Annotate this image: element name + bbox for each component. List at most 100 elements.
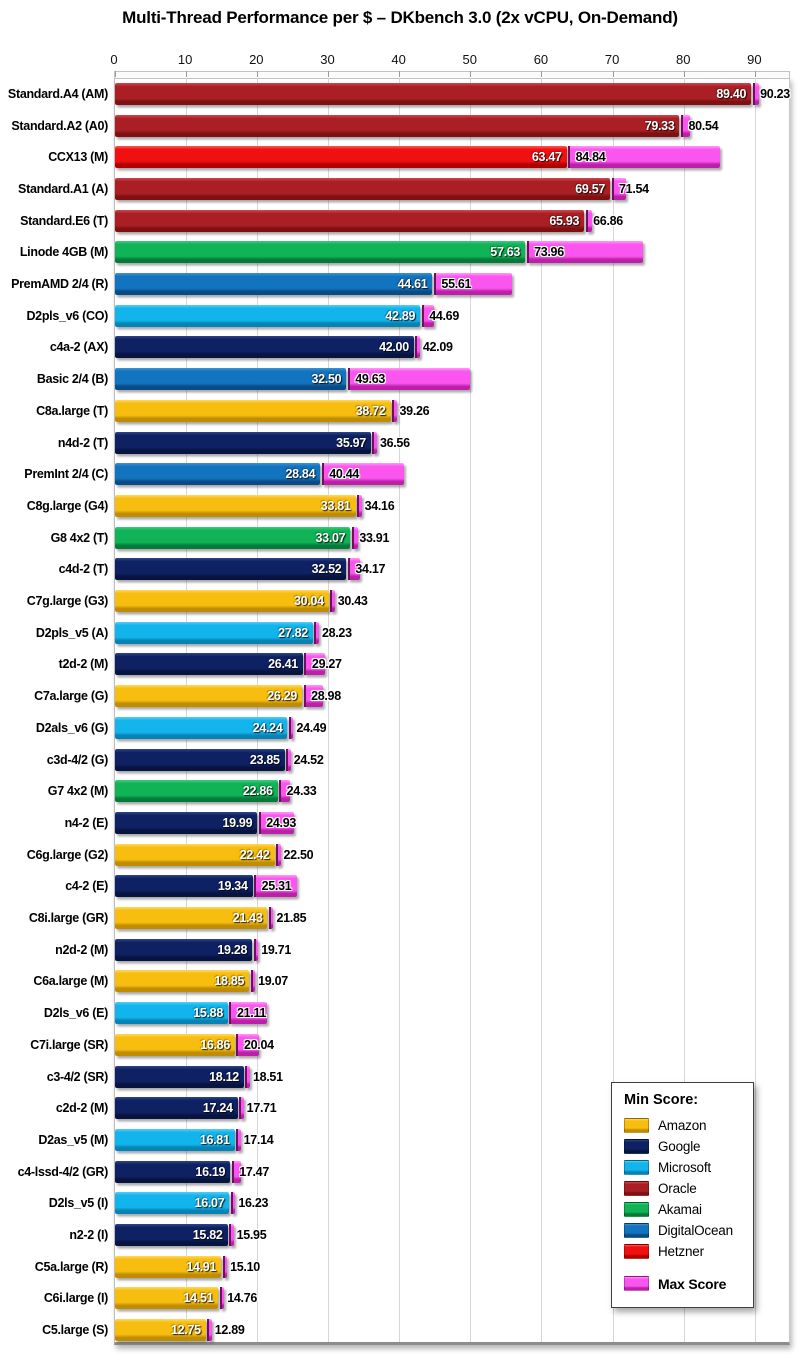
min-value-label: 63.47	[531, 150, 562, 165]
axis-tick-label: 60	[533, 52, 549, 67]
category-label: D2as_v5 (M)	[38, 1132, 108, 1147]
category-label: n2-2 (I)	[69, 1228, 108, 1243]
min-bar: 14.91	[115, 1255, 222, 1278]
min-value-label: 69.57	[575, 181, 606, 196]
max-bar	[239, 1097, 244, 1120]
max-bar	[526, 241, 643, 264]
max-value-label: 21.85	[276, 911, 307, 926]
category-label: C8a.large (T)	[36, 403, 108, 418]
min-value-label: 33.07	[315, 530, 346, 545]
min-value-label: 21.43	[232, 911, 263, 926]
min-bar: 89.40	[115, 82, 752, 105]
min-bar: 18.12	[115, 1065, 244, 1088]
min-value-label: 22.86	[242, 784, 273, 799]
legend-item-hetzner: Hetzner	[624, 1241, 743, 1262]
max-value-label: 49.63	[355, 372, 386, 387]
max-value-label: 24.49	[296, 720, 327, 735]
max-bar	[207, 1319, 212, 1342]
chart-title: Multi-Thread Performance per $ – DKbench…	[122, 8, 678, 27]
min-value-label: 33.81	[320, 498, 351, 513]
min-value-label: 22.42	[239, 847, 270, 862]
max-value-label: 40.44	[329, 467, 359, 482]
category-label: D2pls_v6 (CO)	[26, 308, 108, 323]
gridline	[327, 78, 329, 1342]
min-value-label: 17.24	[202, 1101, 233, 1116]
max-bar	[245, 1065, 250, 1088]
gridline	[256, 78, 258, 1342]
max-value-label: 20.04	[243, 1037, 274, 1052]
min-value-label: 16.81	[199, 1132, 230, 1147]
category-label: PremInt 2/4 (C)	[24, 467, 108, 482]
min-value-label: 42.00	[379, 340, 409, 355]
max-value-label: 44.69	[429, 308, 459, 323]
min-bar: 16.07	[115, 1192, 230, 1215]
min-value-label: 26.29	[267, 689, 298, 704]
legend-label: Amazon	[658, 1118, 707, 1133]
axis-tick-label: 20	[249, 52, 264, 67]
min-bar: 69.57	[115, 177, 611, 200]
microsoft-swatch	[624, 1160, 649, 1175]
max-bar	[585, 209, 593, 232]
max-bar	[357, 494, 362, 517]
min-bar: 14.51	[115, 1287, 219, 1310]
max-value-label: 12.89	[214, 1323, 245, 1338]
min-value-label: 23.85	[249, 752, 280, 767]
max-bar	[392, 399, 397, 422]
min-value-label: 35.97	[336, 435, 366, 450]
oracle-swatch	[624, 1181, 649, 1196]
max-value-label: 24.93	[266, 815, 297, 830]
max-bar	[288, 716, 294, 739]
min-value-label: 89.40	[716, 86, 747, 101]
legend-item-max-score: Max Score	[624, 1273, 743, 1294]
max-bar	[433, 273, 513, 296]
category-label: D2ls_v5 (I)	[48, 1196, 109, 1211]
min-bar: 42.89	[115, 304, 421, 327]
min-value-label: 19.28	[217, 942, 248, 957]
category-label: G8 4x2 (T)	[50, 530, 109, 545]
gridline	[754, 78, 756, 1342]
max-bar	[229, 1002, 267, 1025]
gridline	[541, 78, 543, 1342]
category-label: D2als_v6 (G)	[35, 720, 108, 735]
plot-area: Standard.A4 (AM) 89.40 90.23 Standard.A2 (A…	[8, 71, 790, 1345]
category-label: G7 4x2 (M)	[47, 784, 109, 799]
legend-label: Max Score	[658, 1275, 727, 1292]
max-value-label: 90.23	[760, 86, 790, 101]
max-value-label: 19.07	[258, 974, 288, 989]
min-bar: 23.85	[115, 748, 285, 771]
x-axis: 0 10 20 30 40 50 60 70 80 90	[0, 52, 800, 70]
min-bar: 30.04	[115, 590, 329, 613]
min-bar: 16.86	[115, 1033, 235, 1056]
min-bar: 16.19	[115, 1160, 231, 1183]
max-value-label: 16.23	[238, 1196, 269, 1211]
min-bar: 26.29	[115, 685, 303, 708]
min-bar: 15.88	[115, 1002, 228, 1025]
min-bar: 19.28	[115, 938, 253, 961]
max-bar	[253, 938, 259, 961]
category-label: Standard.A2 (A0)	[11, 118, 108, 133]
category-label: c4d-2 (T)	[58, 562, 109, 577]
max-value-label: 19.71	[261, 942, 291, 957]
min-bar: 15.82	[115, 1224, 228, 1247]
category-label: c4-lssd-4/2 (GR)	[17, 1164, 109, 1179]
min-bar: 22.42	[115, 843, 275, 866]
min-bar: 42.00	[115, 336, 414, 359]
max-bar	[254, 875, 297, 898]
min-bar: 28.84	[115, 463, 321, 486]
category-label: c4-2 (E)	[65, 879, 108, 894]
max-bar	[568, 146, 721, 169]
axis-tick	[683, 71, 685, 77]
max-value-label: 14.76	[227, 1291, 258, 1306]
min-value-label: 26.41	[268, 657, 298, 672]
min-bar: 19.99	[115, 811, 258, 834]
max-value-label: 28.23	[321, 625, 352, 640]
category-label: n4d-2 (T)	[57, 435, 108, 450]
min-bar: 32.52	[115, 558, 347, 581]
category-label: C7i.large (SR)	[30, 1037, 108, 1052]
legend-label: Akamai	[658, 1202, 702, 1217]
category-label: CCX13 (M)	[48, 150, 108, 165]
max-value-label: 34.16	[364, 498, 395, 513]
digitalocean-swatch	[624, 1223, 649, 1238]
min-value-label: 57.63	[490, 245, 521, 260]
